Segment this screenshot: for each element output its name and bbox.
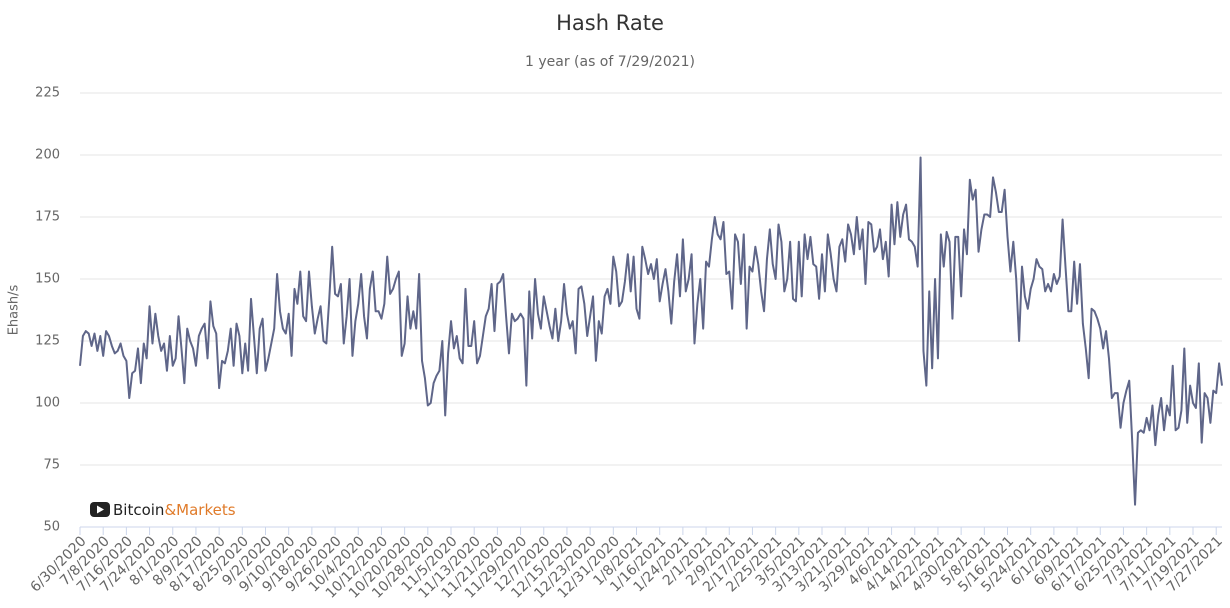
chart-subtitle: 1 year (as of 7/29/2021) <box>525 54 695 70</box>
y-tick-label: 175 <box>35 210 60 225</box>
watermark-brand: Bitcoin <box>113 501 164 519</box>
data-line <box>79 156 1223 506</box>
watermark-suffix: &Markets <box>164 501 235 519</box>
y-tick-label: 100 <box>35 396 60 411</box>
chart-title: Hash Rate <box>556 11 664 35</box>
y-axis-label: Ehash/s <box>7 284 22 335</box>
y-tick-label: 225 <box>35 86 60 101</box>
watermark: Bitcoin&Markets <box>90 501 236 519</box>
watermark-play <box>97 505 104 514</box>
y-tick-label: 125 <box>35 334 60 349</box>
watermark-text: Bitcoin&Markets <box>113 501 236 519</box>
y-tick-label: 50 <box>43 520 60 535</box>
y-tick-label: 75 <box>43 458 60 473</box>
y-tick-label: 200 <box>35 148 60 163</box>
y-tick-label: 150 <box>35 272 60 287</box>
